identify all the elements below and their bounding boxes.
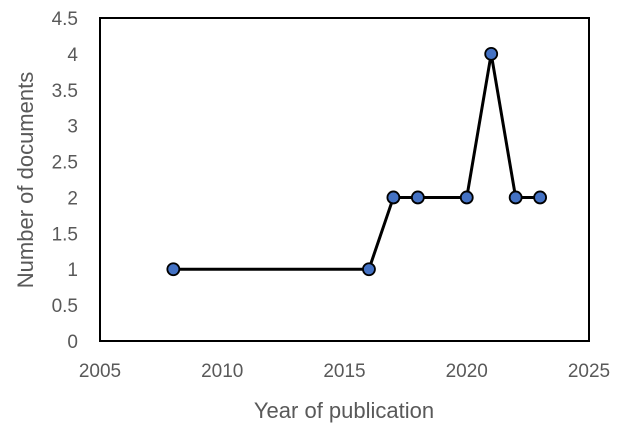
x-tick-label: 2010 <box>201 361 243 382</box>
y-tick-label: 2 <box>67 188 78 209</box>
y-tick-label: 1 <box>67 260 78 281</box>
data-point-marker <box>166 262 181 277</box>
series-line <box>173 52 541 271</box>
x-tick-label: 2015 <box>323 361 365 382</box>
x-tick-label: 2005 <box>79 361 121 382</box>
y-tick-label: 0.5 <box>52 296 78 317</box>
data-point-marker <box>362 262 376 277</box>
data-point-marker <box>386 190 401 205</box>
y-tick-label: 3 <box>67 117 78 138</box>
y-tick-label: 4.5 <box>52 9 78 30</box>
y-tick-label: 3.5 <box>52 81 78 102</box>
data-point-marker <box>459 190 474 205</box>
x-tick-label: 2025 <box>568 361 610 382</box>
plot-area-frame <box>99 17 590 342</box>
y-tick-label: 0 <box>67 332 78 353</box>
y-axis-ticks: 0 0.5 1 1.5 2 2.5 3 3.5 4 4.5 <box>52 9 79 353</box>
y-tick-label: 4 <box>67 45 78 66</box>
y-axis-title: Number of documents <box>13 72 38 288</box>
y-tick-label: 1.5 <box>52 224 78 245</box>
y-tick-label: 2.5 <box>52 153 78 174</box>
data-point-marker <box>508 190 523 205</box>
x-axis-title: Year of publication <box>254 398 434 423</box>
series-markers <box>166 46 547 277</box>
data-point-marker <box>533 190 547 205</box>
x-axis-ticks: 2005 2010 2015 2020 2025 <box>79 361 610 382</box>
data-point-marker <box>484 46 499 61</box>
data-point-marker <box>410 190 425 205</box>
x-tick-label: 2020 <box>446 361 488 382</box>
